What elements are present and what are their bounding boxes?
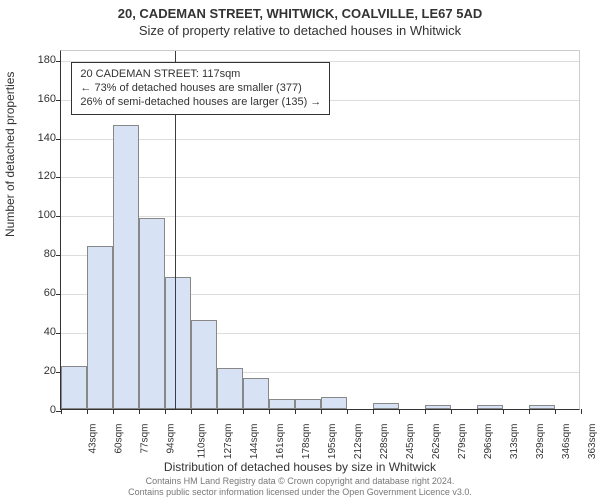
x-tick-label: 195sqm (327, 424, 338, 460)
x-tick-label: 127sqm (223, 424, 234, 460)
x-tick-label: 212sqm (353, 424, 364, 460)
x-tick-label: 313sqm (509, 424, 520, 460)
x-axis-label: Distribution of detached houses by size … (0, 460, 600, 474)
x-tick-mark (581, 409, 582, 414)
footer-line2: Contains public sector information licen… (0, 487, 600, 498)
x-tick-label: 178sqm (301, 424, 312, 460)
annotation-box: 20 CADEMAN STREET: 117sqm← 73% of detach… (71, 62, 330, 115)
x-tick-mark (269, 409, 270, 414)
y-tick-label: 100 (16, 209, 56, 221)
x-tick-label: 296sqm (483, 424, 494, 460)
x-tick-mark (295, 409, 296, 414)
histogram-bar (243, 378, 269, 409)
x-tick-label: 262sqm (431, 424, 442, 460)
y-tick-mark (56, 100, 61, 101)
y-tick-mark (56, 255, 61, 256)
chart-container: 20, CADEMAN STREET, WHITWICK, COALVILLE,… (0, 0, 600, 500)
y-tick-mark (56, 294, 61, 295)
x-tick-mark (399, 409, 400, 414)
x-tick-mark (165, 409, 166, 414)
x-tick-label: 110sqm (196, 424, 207, 459)
x-tick-label: 363sqm (587, 424, 598, 460)
histogram-bar (165, 277, 191, 409)
y-tick-label: 180 (16, 54, 56, 66)
x-tick-mark (191, 409, 192, 414)
x-tick-label: 60sqm (114, 424, 125, 454)
x-tick-mark (503, 409, 504, 414)
x-tick-mark (217, 409, 218, 414)
histogram-bar (373, 403, 399, 409)
chart-title-line2: Size of property relative to detached ho… (0, 21, 600, 38)
histogram-bar (61, 366, 87, 409)
annotation-line: ← 73% of detached houses are smaller (37… (80, 81, 321, 95)
x-tick-mark (87, 409, 88, 414)
histogram-bar (139, 218, 165, 409)
footer-attribution: Contains HM Land Registry data © Crown c… (0, 476, 600, 498)
y-tick-mark (56, 177, 61, 178)
annotation-line: 26% of semi-detached houses are larger (… (80, 95, 321, 109)
x-tick-label: 346sqm (561, 424, 572, 460)
x-tick-label: 144sqm (249, 424, 260, 460)
y-tick-mark (56, 216, 61, 217)
y-tick-mark (56, 139, 61, 140)
x-tick-mark (113, 409, 114, 414)
x-tick-label: 245sqm (405, 424, 416, 460)
y-tick-label: 120 (16, 170, 56, 182)
x-tick-mark (321, 409, 322, 414)
y-tick-label: 140 (16, 132, 56, 144)
histogram-bar (425, 405, 451, 409)
histogram-bar (477, 405, 503, 409)
histogram-bar (295, 399, 321, 409)
x-tick-label: 77sqm (140, 424, 151, 454)
histogram-bar (321, 397, 347, 409)
x-tick-label: 279sqm (457, 424, 468, 460)
y-tick-label: 40 (16, 326, 56, 338)
x-tick-mark (451, 409, 452, 414)
x-tick-label: 161sqm (275, 424, 286, 460)
annotation-line: 20 CADEMAN STREET: 117sqm (80, 67, 321, 81)
x-tick-mark (139, 409, 140, 414)
y-axis-label: Number of detached properties (3, 72, 17, 237)
histogram-bar (217, 368, 243, 409)
x-tick-mark (555, 409, 556, 414)
histogram-bar (191, 320, 217, 410)
y-tick-label: 60 (16, 287, 56, 299)
y-tick-label: 20 (16, 365, 56, 377)
y-tick-label: 0 (16, 404, 56, 416)
y-tick-mark (56, 333, 61, 334)
x-tick-label: 228sqm (379, 424, 390, 460)
x-tick-mark (61, 409, 62, 414)
x-tick-mark (243, 409, 244, 414)
x-tick-mark (477, 409, 478, 414)
x-tick-mark (425, 409, 426, 414)
y-tick-label: 160 (16, 93, 56, 105)
x-tick-label: 43sqm (88, 424, 99, 454)
histogram-bar (87, 246, 113, 409)
x-tick-label: 329sqm (535, 424, 546, 460)
plot-area: 20 CADEMAN STREET: 117sqm← 73% of detach… (60, 50, 580, 410)
histogram-bar (269, 399, 295, 409)
x-tick-label: 94sqm (166, 424, 177, 454)
histogram-bar (529, 405, 555, 409)
x-tick-mark (373, 409, 374, 414)
y-tick-label: 80 (16, 248, 56, 260)
chart-title-line1: 20, CADEMAN STREET, WHITWICK, COALVILLE,… (0, 0, 600, 21)
x-tick-mark (529, 409, 530, 414)
footer-line1: Contains HM Land Registry data © Crown c… (0, 476, 600, 487)
y-tick-mark (56, 61, 61, 62)
x-tick-mark (347, 409, 348, 414)
histogram-bar (113, 125, 139, 409)
